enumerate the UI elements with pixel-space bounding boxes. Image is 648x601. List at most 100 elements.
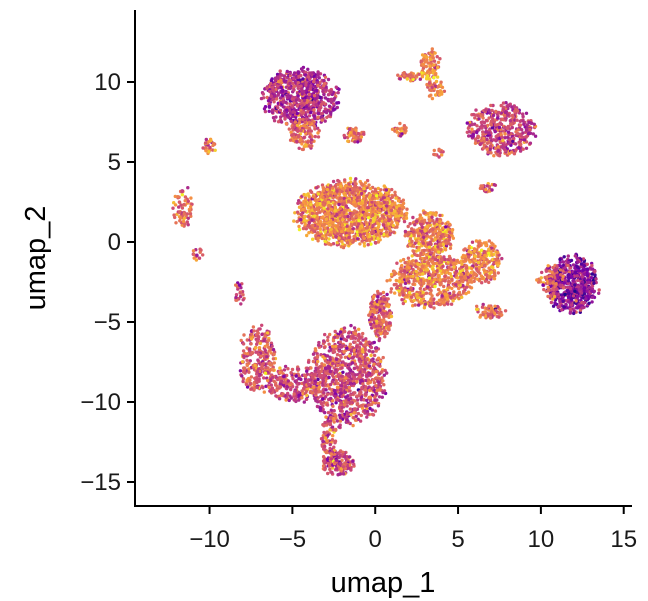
scatter-point — [300, 67, 304, 71]
scatter-point — [400, 274, 404, 278]
scatter-point — [312, 75, 316, 79]
scatter-point — [261, 385, 265, 390]
scatter-point — [190, 202, 194, 206]
scatter-point — [398, 121, 402, 126]
scatter-point — [481, 120, 485, 124]
scatter-point — [295, 123, 300, 128]
scatter-point — [347, 208, 351, 212]
scatter-point — [463, 247, 467, 251]
scatter-point — [242, 333, 246, 337]
scatter-point — [207, 150, 211, 154]
scatter-point — [409, 73, 413, 77]
scatter-point — [507, 141, 511, 145]
scatter-point — [276, 75, 280, 80]
scatter-point — [261, 92, 265, 96]
scatter-point — [503, 309, 508, 313]
scatter-point — [180, 189, 184, 194]
scatter-point — [293, 379, 297, 383]
scatter-point — [316, 231, 320, 235]
scatter-point — [284, 100, 288, 105]
scatter-point — [499, 111, 504, 115]
scatter-point — [414, 74, 419, 78]
scatter-point — [337, 202, 341, 207]
scatter-point — [309, 84, 313, 88]
scatter-point — [322, 206, 326, 210]
scatter-point — [312, 229, 316, 233]
scatter-point — [304, 117, 308, 121]
scatter-point — [489, 119, 493, 124]
scatter-point — [338, 196, 343, 200]
scatter-point — [316, 131, 320, 135]
scatter-point — [307, 107, 311, 111]
scatter-point — [430, 215, 434, 219]
scatter-point — [429, 297, 433, 301]
scatter-point — [379, 292, 383, 296]
scatter-point — [292, 398, 296, 402]
scatter-point — [354, 177, 358, 181]
scatter-point — [372, 230, 376, 234]
scatter-point — [360, 201, 365, 205]
scatter-point — [296, 94, 300, 98]
scatter-point — [397, 289, 401, 293]
scatter-point — [353, 181, 357, 186]
scatter-point — [399, 270, 403, 274]
scatter-point — [377, 338, 381, 343]
scatter-point — [316, 115, 320, 119]
scatter-point — [431, 273, 435, 278]
scatter-point — [410, 295, 414, 299]
scatter-point — [248, 381, 252, 386]
scatter-point — [463, 276, 467, 280]
scatter-point — [422, 260, 427, 264]
scatter-point — [503, 113, 507, 118]
scatter-point — [304, 202, 308, 206]
scatter-point — [455, 276, 460, 280]
scatter-point — [352, 200, 356, 204]
scatter-point — [337, 236, 341, 240]
scatter-point — [492, 120, 496, 124]
scatter-point — [435, 75, 440, 79]
scatter-point — [334, 85, 338, 89]
scatter-point — [179, 203, 183, 207]
scatter-point — [403, 229, 408, 234]
scatter-point — [308, 87, 313, 91]
scatter-point — [488, 111, 492, 115]
scatter-point — [474, 272, 478, 276]
scatter-point — [385, 279, 389, 283]
scatter-point — [430, 85, 434, 90]
scatter-point — [350, 191, 354, 195]
scatter-point — [372, 295, 376, 299]
scatter-point — [327, 114, 331, 118]
scatter-point — [249, 342, 253, 346]
scatter-point — [431, 267, 435, 272]
scatter-point — [299, 212, 303, 217]
scatter-point — [311, 237, 315, 241]
scatter-point — [447, 230, 452, 234]
scatter-point — [300, 142, 304, 146]
scatter-point — [333, 184, 337, 188]
scatter-point — [371, 207, 375, 211]
scatter-point — [513, 109, 517, 114]
scatter-point — [402, 213, 406, 217]
scatter-point — [394, 282, 398, 286]
scatter-point — [301, 147, 305, 152]
scatter-point — [418, 286, 422, 291]
scatter-point — [457, 286, 461, 291]
scatter-point — [300, 104, 304, 108]
scatter-point — [381, 196, 385, 200]
scatter-point — [367, 212, 372, 217]
scatter-point — [399, 259, 403, 263]
scatter-point — [367, 313, 371, 317]
scatter-point — [413, 223, 417, 227]
scatter-point — [288, 394, 292, 398]
scatter-point — [333, 202, 337, 206]
scatter-point — [329, 190, 333, 195]
scatter-point — [474, 108, 478, 112]
scatter-point — [398, 77, 402, 81]
scatter-point — [249, 337, 254, 341]
scatter-point — [475, 304, 479, 308]
scatter-point — [496, 271, 500, 275]
scatter-point — [473, 254, 478, 259]
scatter-point — [379, 188, 383, 192]
scatter-point — [388, 311, 393, 315]
scatter-point — [264, 366, 268, 370]
